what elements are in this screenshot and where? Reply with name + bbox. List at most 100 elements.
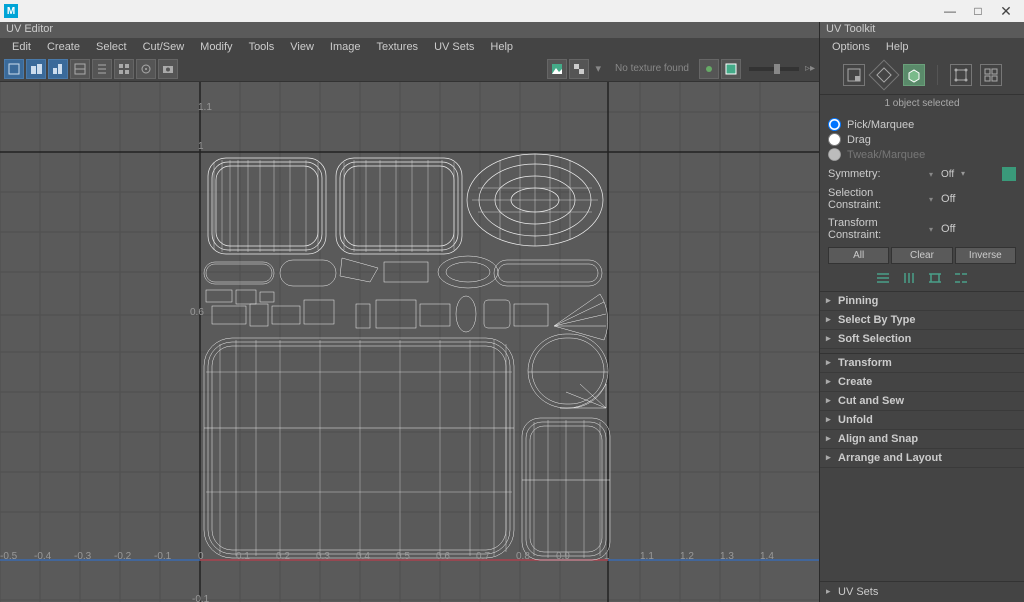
menu-help[interactable]: Help: [482, 39, 521, 55]
mode-pick[interactable]: Pick/Marquee: [828, 117, 1016, 132]
tool-btn-snapshot[interactable]: [158, 59, 178, 79]
xform-constraint-value[interactable]: Off: [939, 223, 957, 235]
window-titlebar: M — □ ✕: [0, 0, 1024, 22]
svg-text:1.1: 1.1: [198, 102, 212, 113]
selection-mode-radios: Pick/Marquee Drag Tweak/Marquee: [820, 115, 1024, 164]
tool-btn-dim[interactable]: [699, 59, 719, 79]
menu-textures[interactable]: Textures: [368, 39, 426, 55]
face-mode-icon[interactable]: [843, 64, 865, 86]
menu-modify[interactable]: Modify: [192, 39, 240, 55]
menu-tools[interactable]: Tools: [241, 39, 283, 55]
texture-dropdown-arrow[interactable]: ▾: [591, 62, 605, 75]
acc-pinning[interactable]: Pinning: [820, 292, 1024, 311]
sel-constraint-label: Selection Constraint:: [828, 187, 923, 211]
selection-status: 1 object selected: [820, 95, 1024, 115]
maximize-button[interactable]: □: [964, 0, 992, 22]
svg-text:-0.5: -0.5: [0, 551, 18, 562]
svg-text:0.9: 0.9: [556, 551, 570, 562]
menu-edit[interactable]: Edit: [4, 39, 39, 55]
xform-constraint-row: Transform Constraint: ▾ Off: [820, 214, 1024, 244]
uv-editor-title: UV Editor: [0, 22, 819, 38]
selection-subsections: Pinning Select By Type Soft Selection: [820, 291, 1024, 349]
svg-text:1.4: 1.4: [760, 551, 774, 562]
tool-btn-3[interactable]: [48, 59, 68, 79]
tool-btn-2[interactable]: [26, 59, 46, 79]
grow-icon[interactable]: [875, 271, 891, 285]
toolkit-menu-options[interactable]: Options: [824, 39, 878, 55]
acc-soft-selection[interactable]: Soft Selection: [820, 330, 1024, 349]
acc-unfold[interactable]: Unfold: [820, 411, 1024, 430]
svg-text:0.2: 0.2: [276, 551, 290, 562]
btn-clear[interactable]: Clear: [891, 247, 952, 264]
constraint-buttons: All Clear Inverse: [820, 244, 1024, 267]
svg-text:0.7: 0.7: [476, 551, 490, 562]
menu-create[interactable]: Create: [39, 39, 88, 55]
app-icon: M: [4, 4, 18, 18]
symmetry-value[interactable]: Off: [939, 169, 967, 180]
main-sections: Transform Create Cut and Sew Unfold Alig…: [820, 353, 1024, 468]
menu-uvsets[interactable]: UV Sets: [426, 39, 482, 55]
menu-select[interactable]: Select: [88, 39, 135, 55]
svg-text:1.3: 1.3: [720, 551, 734, 562]
uv-editor-panel: UV Editor Edit Create Select Cut/Sew Mod…: [0, 22, 820, 602]
texture-status: No texture found: [615, 63, 689, 74]
acc-select-by-type[interactable]: Select By Type: [820, 311, 1024, 330]
tool-btn-image[interactable]: [547, 59, 567, 79]
xform-constraint-label: Transform Constraint:: [828, 217, 923, 241]
symmetry-label: Symmetry:: [828, 168, 923, 180]
svg-text:0.4: 0.4: [356, 551, 370, 562]
acc-cut-sew[interactable]: Cut and Sew: [820, 392, 1024, 411]
svg-text:-0.2: -0.2: [114, 551, 132, 562]
tool-btn-7[interactable]: [136, 59, 156, 79]
mode-tweak: Tweak/Marquee: [828, 147, 1016, 162]
exposure-slider[interactable]: [749, 67, 799, 71]
svg-text:-0.4: -0.4: [34, 551, 52, 562]
uv-mode-icon[interactable]: [980, 64, 1002, 86]
btn-inverse[interactable]: Inverse: [955, 247, 1016, 264]
shell-icon[interactable]: [953, 271, 969, 285]
uv-editor-toolbar: ▾ No texture found ▹▸: [0, 56, 819, 82]
svg-text:1: 1: [604, 551, 610, 562]
toolkit-mode-icons: [820, 56, 1024, 95]
acc-uv-sets[interactable]: UV Sets: [820, 581, 1024, 602]
tool-btn-wire[interactable]: [721, 59, 741, 79]
uv-toolkit-panel: UV Toolkit Options Help 1 object selecte…: [820, 22, 1024, 602]
acc-create[interactable]: Create: [820, 373, 1024, 392]
svg-text:1.1: 1.1: [640, 551, 654, 562]
acc-align-snap[interactable]: Align and Snap: [820, 430, 1024, 449]
uv-toolkit-menubar: Options Help: [820, 38, 1024, 56]
minimize-button[interactable]: —: [936, 0, 964, 22]
acc-transform[interactable]: Transform: [820, 354, 1024, 373]
sel-constraint-value[interactable]: Off: [939, 193, 957, 205]
sel-constraint-row: Selection Constraint: ▾ Off: [820, 184, 1024, 214]
svg-text:-0.1: -0.1: [154, 551, 172, 562]
menu-image[interactable]: Image: [322, 39, 369, 55]
close-button[interactable]: ✕: [992, 0, 1020, 22]
tool-btn-1[interactable]: [4, 59, 24, 79]
shell-mode-icon[interactable]: [903, 64, 925, 86]
symmetry-row: Symmetry: ▾ Off: [820, 164, 1024, 184]
selection-convert-icons: [820, 267, 1024, 291]
mode-drag[interactable]: Drag: [828, 132, 1016, 147]
svg-text:0: 0: [198, 551, 204, 562]
flood-icon[interactable]: [927, 271, 943, 285]
tool-btn-5[interactable]: [92, 59, 112, 79]
edge-mode-icon[interactable]: [868, 59, 899, 90]
uv-viewport[interactable]: 1.1 1 0.6 -0.1 -0.5 -0.4 -0.3 -0.2 -0.1 …: [0, 82, 819, 602]
toolkit-menu-help[interactable]: Help: [878, 39, 917, 55]
menu-cutsew[interactable]: Cut/Sew: [135, 39, 193, 55]
tool-btn-checker[interactable]: [569, 59, 589, 79]
svg-text:1: 1: [198, 141, 204, 152]
symmetry-grid-icon[interactable]: [1002, 167, 1016, 181]
shrink-icon[interactable]: [901, 271, 917, 285]
acc-arrange-layout[interactable]: Arrange and Layout: [820, 449, 1024, 468]
vertex-mode-icon[interactable]: [950, 64, 972, 86]
menu-view[interactable]: View: [282, 39, 322, 55]
svg-text:0.6: 0.6: [190, 307, 204, 318]
tool-btn-6[interactable]: [114, 59, 134, 79]
svg-text:-0.3: -0.3: [74, 551, 92, 562]
tool-btn-4[interactable]: [70, 59, 90, 79]
svg-text:0.5: 0.5: [396, 551, 410, 562]
svg-text:0.3: 0.3: [316, 551, 330, 562]
btn-all[interactable]: All: [828, 247, 889, 264]
